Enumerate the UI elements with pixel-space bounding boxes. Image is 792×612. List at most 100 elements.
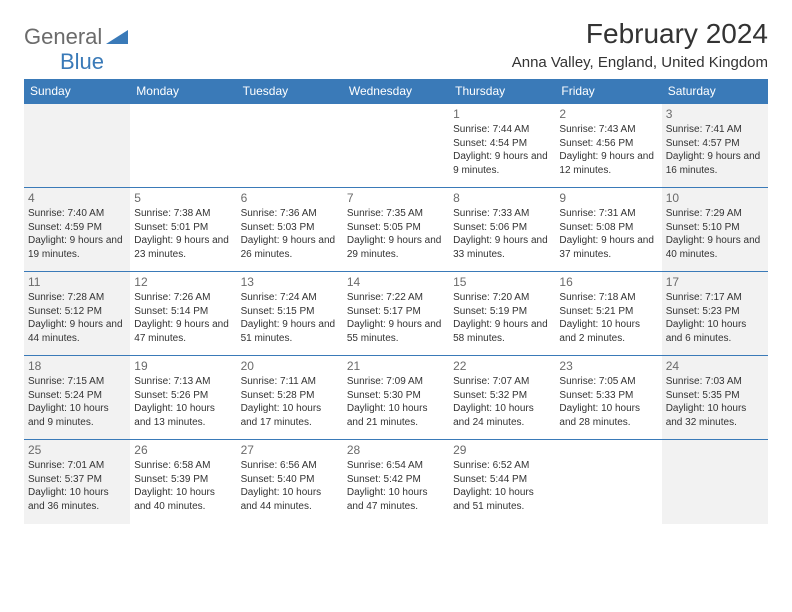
sun-info: Sunrise: 7:36 AMSunset: 5:03 PMDaylight:… [241, 207, 339, 261]
sunrise-text: Sunrise: 7:11 AM [241, 375, 339, 389]
header: General February 2024 Anna Valley, Engla… [24, 18, 768, 71]
calendar-day-cell: 18Sunrise: 7:15 AMSunset: 5:24 PMDayligh… [24, 356, 130, 440]
day-number: 12 [134, 275, 232, 289]
sunrise-text: Sunrise: 7:26 AM [134, 291, 232, 305]
calendar-table: SundayMondayTuesdayWednesdayThursdayFrid… [24, 79, 768, 524]
calendar-day-cell: 16Sunrise: 7:18 AMSunset: 5:21 PMDayligh… [555, 272, 661, 356]
day-number: 16 [559, 275, 657, 289]
daylight-text: Daylight: 10 hours and 24 minutes. [453, 402, 551, 429]
sunset-text: Sunset: 5:44 PM [453, 473, 551, 487]
sunrise-text: Sunrise: 7:09 AM [347, 375, 445, 389]
sunrise-text: Sunrise: 6:54 AM [347, 459, 445, 473]
sun-info: Sunrise: 7:28 AMSunset: 5:12 PMDaylight:… [28, 291, 126, 345]
sunrise-text: Sunrise: 7:15 AM [28, 375, 126, 389]
daylight-text: Daylight: 9 hours and 55 minutes. [347, 318, 445, 345]
sunset-text: Sunset: 5:17 PM [347, 305, 445, 319]
daylight-text: Daylight: 10 hours and 36 minutes. [28, 486, 126, 513]
sun-info: Sunrise: 7:17 AMSunset: 5:23 PMDaylight:… [666, 291, 764, 345]
sun-info: Sunrise: 7:35 AMSunset: 5:05 PMDaylight:… [347, 207, 445, 261]
daylight-text: Daylight: 9 hours and 44 minutes. [28, 318, 126, 345]
sunrise-text: Sunrise: 7:31 AM [559, 207, 657, 221]
day-number: 3 [666, 107, 764, 121]
daylight-text: Daylight: 10 hours and 40 minutes. [134, 486, 232, 513]
calendar-week-row: 25Sunrise: 7:01 AMSunset: 5:37 PMDayligh… [24, 440, 768, 524]
day-number: 22 [453, 359, 551, 373]
sunset-text: Sunset: 5:06 PM [453, 221, 551, 235]
sunset-text: Sunset: 5:15 PM [241, 305, 339, 319]
daylight-text: Daylight: 10 hours and 44 minutes. [241, 486, 339, 513]
sunset-text: Sunset: 4:57 PM [666, 137, 764, 151]
calendar-body: 1Sunrise: 7:44 AMSunset: 4:54 PMDaylight… [24, 104, 768, 524]
sunrise-text: Sunrise: 7:22 AM [347, 291, 445, 305]
daylight-text: Daylight: 9 hours and 37 minutes. [559, 234, 657, 261]
sun-info: Sunrise: 7:20 AMSunset: 5:19 PMDaylight:… [453, 291, 551, 345]
calendar-day-cell: 17Sunrise: 7:17 AMSunset: 5:23 PMDayligh… [662, 272, 768, 356]
sunrise-text: Sunrise: 7:36 AM [241, 207, 339, 221]
daylight-text: Daylight: 10 hours and 9 minutes. [28, 402, 126, 429]
sunrise-text: Sunrise: 7:01 AM [28, 459, 126, 473]
day-number: 23 [559, 359, 657, 373]
sunset-text: Sunset: 5:32 PM [453, 389, 551, 403]
sun-info: Sunrise: 6:56 AMSunset: 5:40 PMDaylight:… [241, 459, 339, 513]
month-title: February 2024 [512, 18, 768, 50]
sun-info: Sunrise: 7:33 AMSunset: 5:06 PMDaylight:… [453, 207, 551, 261]
sunset-text: Sunset: 4:59 PM [28, 221, 126, 235]
sun-info: Sunrise: 6:54 AMSunset: 5:42 PMDaylight:… [347, 459, 445, 513]
calendar-day-cell [237, 104, 343, 188]
day-number: 8 [453, 191, 551, 205]
sunrise-text: Sunrise: 7:20 AM [453, 291, 551, 305]
sunset-text: Sunset: 5:12 PM [28, 305, 126, 319]
calendar-head: SundayMondayTuesdayWednesdayThursdayFrid… [24, 79, 768, 104]
day-number: 26 [134, 443, 232, 457]
sunrise-text: Sunrise: 7:07 AM [453, 375, 551, 389]
sun-info: Sunrise: 7:40 AMSunset: 4:59 PMDaylight:… [28, 207, 126, 261]
day-number: 19 [134, 359, 232, 373]
sunrise-text: Sunrise: 7:41 AM [666, 123, 764, 137]
day-number: 29 [453, 443, 551, 457]
sunset-text: Sunset: 4:54 PM [453, 137, 551, 151]
sunrise-text: Sunrise: 7:17 AM [666, 291, 764, 305]
title-block: February 2024 Anna Valley, England, Unit… [512, 18, 768, 71]
weekday-header: Wednesday [343, 79, 449, 104]
sun-info: Sunrise: 7:22 AMSunset: 5:17 PMDaylight:… [347, 291, 445, 345]
sunset-text: Sunset: 5:03 PM [241, 221, 339, 235]
day-number: 5 [134, 191, 232, 205]
sunset-text: Sunset: 5:30 PM [347, 389, 445, 403]
day-number: 21 [347, 359, 445, 373]
sun-info: Sunrise: 7:09 AMSunset: 5:30 PMDaylight:… [347, 375, 445, 429]
sun-info: Sunrise: 7:43 AMSunset: 4:56 PMDaylight:… [559, 123, 657, 177]
sunset-text: Sunset: 5:40 PM [241, 473, 339, 487]
sunrise-text: Sunrise: 7:28 AM [28, 291, 126, 305]
sunrise-text: Sunrise: 6:58 AM [134, 459, 232, 473]
sun-info: Sunrise: 7:01 AMSunset: 5:37 PMDaylight:… [28, 459, 126, 513]
logo-triangle-icon [106, 26, 128, 49]
day-number: 11 [28, 275, 126, 289]
sun-info: Sunrise: 7:07 AMSunset: 5:32 PMDaylight:… [453, 375, 551, 429]
calendar-day-cell: 9Sunrise: 7:31 AMSunset: 5:08 PMDaylight… [555, 188, 661, 272]
sun-info: Sunrise: 7:13 AMSunset: 5:26 PMDaylight:… [134, 375, 232, 429]
daylight-text: Daylight: 9 hours and 23 minutes. [134, 234, 232, 261]
sunrise-text: Sunrise: 7:33 AM [453, 207, 551, 221]
calendar-day-cell: 5Sunrise: 7:38 AMSunset: 5:01 PMDaylight… [130, 188, 236, 272]
sun-info: Sunrise: 7:11 AMSunset: 5:28 PMDaylight:… [241, 375, 339, 429]
calendar-day-cell: 29Sunrise: 6:52 AMSunset: 5:44 PMDayligh… [449, 440, 555, 524]
weekday-header: Thursday [449, 79, 555, 104]
daylight-text: Daylight: 10 hours and 32 minutes. [666, 402, 764, 429]
weekday-header: Monday [130, 79, 236, 104]
sun-info: Sunrise: 7:31 AMSunset: 5:08 PMDaylight:… [559, 207, 657, 261]
calendar-day-cell: 11 Sunrise: 7:28 AMSunset: 5:12 PMDayligh… [24, 272, 130, 356]
sunset-text: Sunset: 5:21 PM [559, 305, 657, 319]
day-number: 1 [453, 107, 551, 121]
day-number: 13 [241, 275, 339, 289]
calendar-day-cell: 24Sunrise: 7:03 AMSunset: 5:35 PMDayligh… [662, 356, 768, 440]
calendar-day-cell: 2Sunrise: 7:43 AMSunset: 4:56 PMDaylight… [555, 104, 661, 188]
calendar-day-cell: 26Sunrise: 6:58 AMSunset: 5:39 PMDayligh… [130, 440, 236, 524]
calendar-day-cell [555, 440, 661, 524]
sunset-text: Sunset: 5:28 PM [241, 389, 339, 403]
sunrise-text: Sunrise: 7:03 AM [666, 375, 764, 389]
calendar-day-cell: 1Sunrise: 7:44 AMSunset: 4:54 PMDaylight… [449, 104, 555, 188]
day-number: 18 [28, 359, 126, 373]
calendar-week-row: 1Sunrise: 7:44 AMSunset: 4:54 PMDaylight… [24, 104, 768, 188]
calendar-week-row: 18Sunrise: 7:15 AMSunset: 5:24 PMDayligh… [24, 356, 768, 440]
calendar-day-cell: 7Sunrise: 7:35 AMSunset: 5:05 PMDaylight… [343, 188, 449, 272]
